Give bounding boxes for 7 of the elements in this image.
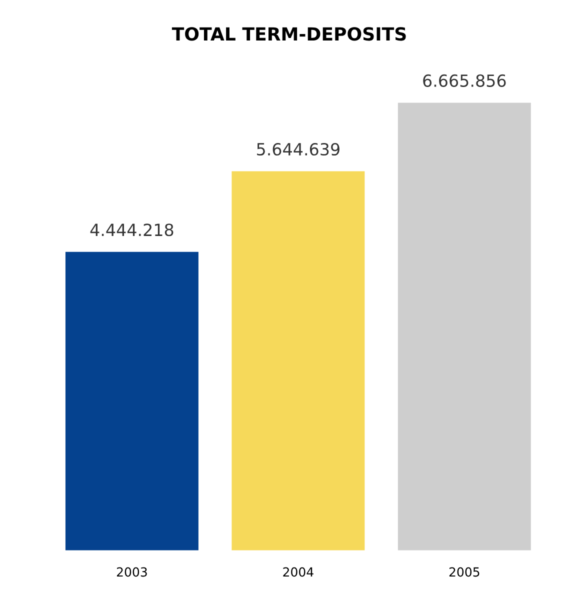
data-label: 5.644.639 — [257, 142, 340, 156]
data-label: 6.665.856 — [423, 74, 506, 87]
data-label: 4.444.218 — [90, 224, 174, 236]
chart-title: TOTAL TERM-DEPOSITS — [172, 27, 406, 41]
x-tick-label: 2005 — [449, 567, 480, 577]
x-tick-label: 2003 — [116, 567, 147, 577]
x-tick-label: 2004 — [283, 567, 314, 577]
